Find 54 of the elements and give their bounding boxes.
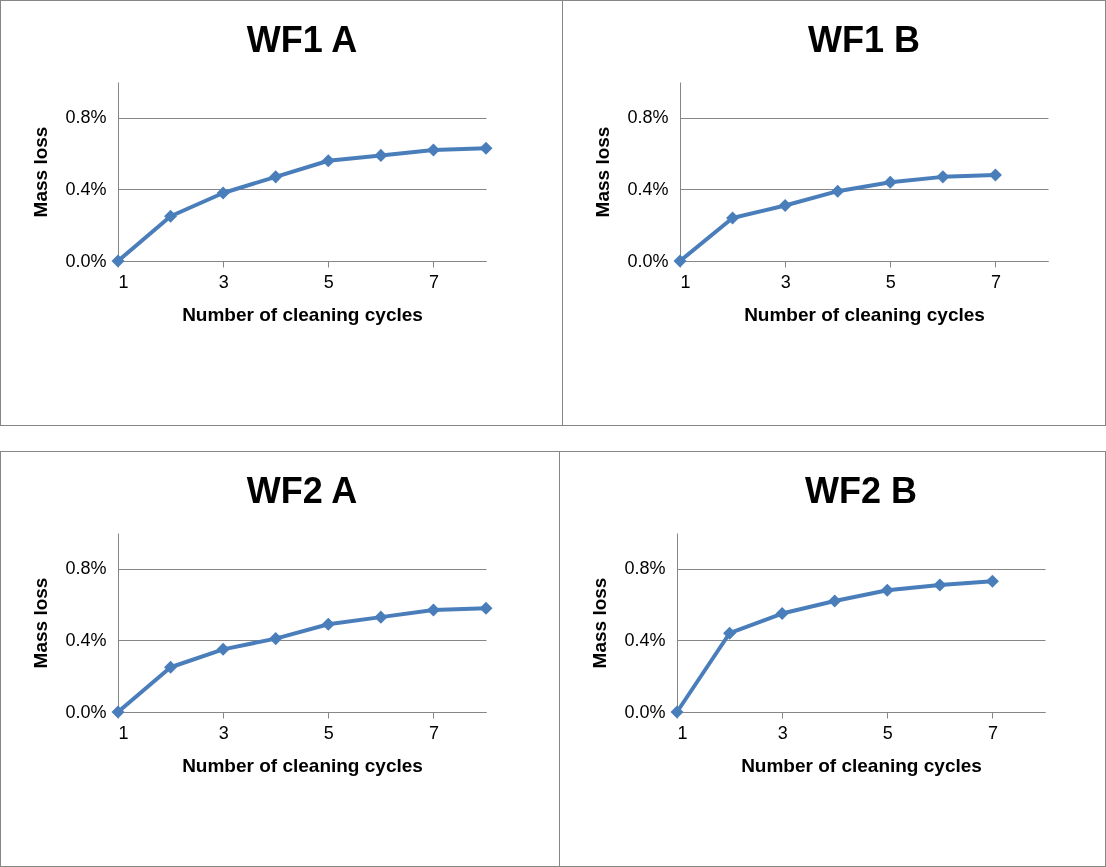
y-axis-title: Mass loss [592,126,614,218]
point [985,574,999,588]
x-tick-label: 3 [218,271,229,292]
y-tick-label: 0.0% [65,250,107,271]
x-tick-label: 5 [885,271,896,292]
point [778,198,792,213]
x-tick-label: 3 [218,722,229,743]
y-tick-label: 0.4% [624,629,666,650]
chart-title: WF1 A [246,19,358,60]
x-tick-label: 5 [323,271,334,292]
x-axis-title: Number of cleaning cycles [744,303,985,325]
y-tick-label: 0.8% [624,558,666,579]
x-tick-label: 5 [882,722,893,743]
x-tick-label: 7 [428,271,439,292]
y-tick-label: 0.4% [627,178,669,199]
point [775,607,789,621]
x-tick-label: 7 [987,722,998,743]
y-tick-label: 0.4% [65,178,107,199]
chart-title: WF1 B [808,19,920,60]
point [726,211,740,225]
y-tick-label: 0.8% [65,107,107,128]
x-tick-label: 1 [118,722,129,743]
chart-title: WF2 A [246,470,358,511]
point [988,168,1002,182]
point [831,184,845,198]
y-tick-label: 0.0% [627,250,669,271]
x-axis-title: Number of cleaning cycles [741,754,982,776]
point [880,583,894,597]
y-tick-label: 0.8% [627,107,669,128]
y-tick-label: 0.0% [65,701,107,722]
x-tick-label: 1 [677,722,688,743]
y-axis-title: Mass loss [589,577,611,669]
x-tick-label: 7 [428,722,439,743]
y-axis-title: Mass loss [30,577,52,669]
x-tick-label: 1 [680,271,691,292]
y-tick-label: 0.8% [65,558,107,579]
point [933,578,947,592]
x-tick-label: 3 [777,722,788,743]
x-tick-label: 7 [990,271,1001,292]
point [723,626,737,640]
x-axis-title: Number of cleaning cycles [182,754,423,776]
chart-title: WF2 B [805,470,917,511]
y-tick-label: 0.0% [624,701,666,722]
x-axis-title: Number of cleaning cycles [182,303,423,325]
point [670,705,684,719]
x-tick-label: 3 [780,271,791,292]
point [673,254,687,268]
point [828,594,842,608]
y-tick-label: 0.4% [65,629,107,650]
x-tick-label: 5 [323,722,334,743]
point [936,170,950,184]
y-axis-title: Mass loss [30,126,52,218]
point [883,175,897,189]
x-tick-label: 1 [118,271,129,292]
